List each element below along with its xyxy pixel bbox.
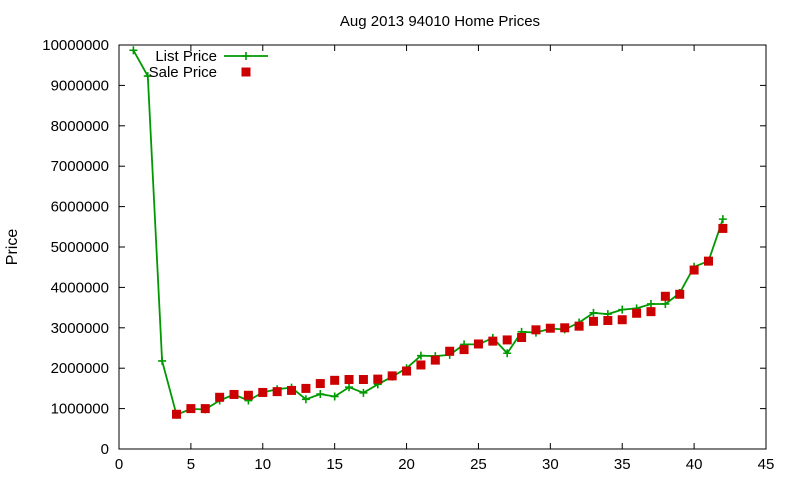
list-price-point <box>129 46 138 55</box>
y-tick-label: 0 <box>101 441 109 458</box>
x-tick-label: 35 <box>614 456 631 473</box>
y-tick-label: 6000000 <box>51 199 109 216</box>
sale-price-point <box>588 316 598 326</box>
plot-area <box>129 46 728 419</box>
legend-label: Sale Price <box>149 64 217 81</box>
y-tick-label: 4000000 <box>51 279 109 296</box>
x-tick-label: 25 <box>470 456 487 473</box>
x-tick-label: 45 <box>758 456 775 473</box>
y-tick-label: 9000000 <box>51 77 109 94</box>
x-tick-label: 40 <box>686 456 703 473</box>
sale-price-point <box>718 223 728 233</box>
list-price-point <box>301 395 310 404</box>
sale-price-point <box>287 385 297 395</box>
y-tick-label: 5000000 <box>51 239 109 256</box>
list-price-line <box>132 49 724 416</box>
sale-price-point <box>344 375 354 385</box>
sale-price-point <box>703 256 713 266</box>
sale-price-point <box>632 308 642 318</box>
list-price-point <box>661 299 670 308</box>
sale-price-point <box>258 387 268 397</box>
sale-price-point <box>689 265 699 275</box>
list-price-point <box>503 349 512 358</box>
sale-price-point <box>330 375 340 385</box>
sale-price-point <box>646 307 656 317</box>
x-tick-label: 20 <box>398 456 415 473</box>
sale-price-point <box>229 389 239 399</box>
legend-marker <box>242 52 250 60</box>
y-axis-label: Price <box>4 229 21 266</box>
sale-price-point <box>215 392 225 402</box>
sale-price-point <box>358 375 368 385</box>
list-price-point <box>718 215 727 224</box>
sale-price-point <box>200 404 210 414</box>
sale-price-point <box>243 390 253 400</box>
list-price-point <box>416 351 425 360</box>
y-tick-label: 7000000 <box>51 158 109 175</box>
y-axis: 0 1000000 2000000 3000000 4000000 5000000 6000… <box>42 37 766 458</box>
legend-marker <box>241 67 251 77</box>
x-tick-label: 0 <box>115 456 123 473</box>
list-price-point <box>589 308 598 317</box>
chart-title: Aug 2013 94010 Home Prices <box>340 13 540 30</box>
sale-price-point <box>617 315 627 325</box>
sale-price-point <box>560 323 570 333</box>
y-tick-label: 3000000 <box>51 320 109 337</box>
sale-price-point <box>531 325 541 335</box>
list-price-point <box>345 383 354 392</box>
x-tick-label: 30 <box>542 456 559 473</box>
sale-price-point <box>172 409 182 419</box>
series-sale-price <box>172 223 728 419</box>
sale-price-point <box>402 366 412 376</box>
sale-price-point <box>445 346 455 356</box>
y-tick-label: 8000000 <box>51 118 109 135</box>
sale-price-point <box>301 383 311 393</box>
list-price-point <box>618 305 627 314</box>
sale-price-point <box>459 345 469 355</box>
list-price-point <box>158 356 167 365</box>
list-price-point <box>359 388 368 397</box>
sale-price-point <box>660 291 670 301</box>
sale-price-point <box>502 335 512 345</box>
x-tick-label: 10 <box>254 456 271 473</box>
sale-price-point <box>387 371 397 381</box>
sale-price-point <box>272 387 282 397</box>
list-price-point <box>143 72 152 81</box>
y-tick-label: 10000000 <box>42 37 109 54</box>
sale-price-point <box>416 360 426 370</box>
sale-price-point <box>574 321 584 331</box>
series-list-price <box>129 46 727 419</box>
x-tick-label: 15 <box>326 456 343 473</box>
x-tick-label: 5 <box>187 456 195 473</box>
y-tick-label: 1000000 <box>51 401 109 418</box>
legend-label: List Price <box>155 48 217 65</box>
sale-price-point <box>675 289 685 299</box>
sale-price-point <box>603 316 613 326</box>
sale-price-point <box>545 323 555 333</box>
list-price-point <box>330 392 339 401</box>
plot-frame <box>118 44 767 450</box>
x-axis: 0 5 10 15 20 25 30 35 40 45 <box>115 45 775 473</box>
sale-price-point <box>373 374 383 384</box>
sale-price-point <box>517 332 527 342</box>
sale-price-point <box>186 404 196 414</box>
sale-price-point <box>315 379 325 389</box>
list-price-point <box>646 299 655 308</box>
list-price-point <box>316 390 325 399</box>
sale-price-point <box>473 339 483 349</box>
y-tick-label: 2000000 <box>51 360 109 377</box>
sale-price-point <box>488 336 498 346</box>
sale-price-point <box>430 355 440 365</box>
